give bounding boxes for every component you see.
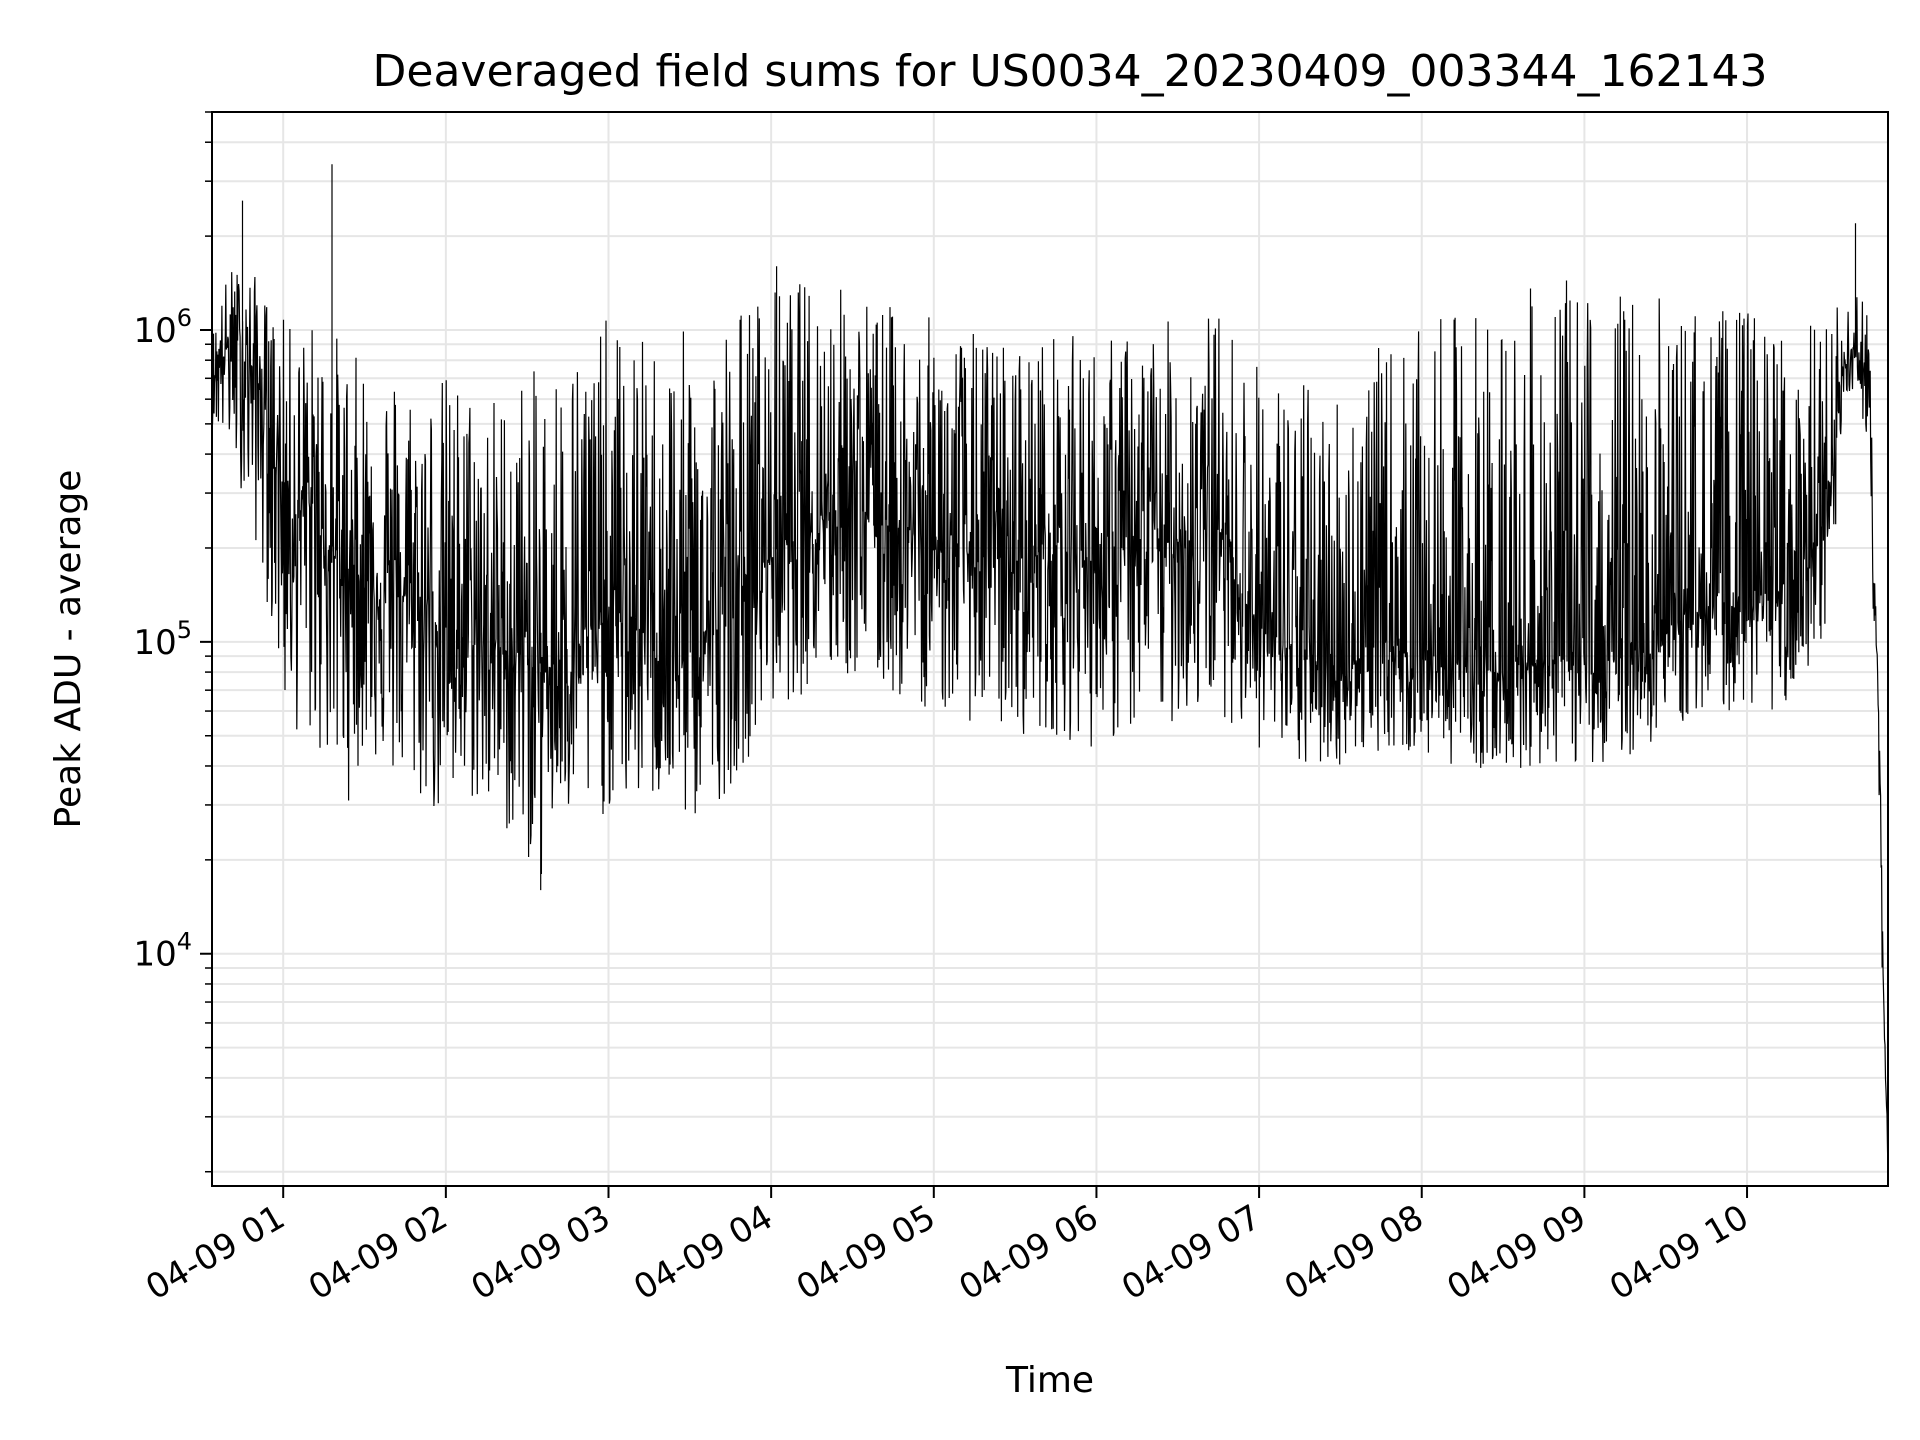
x-axis-label: Time	[1005, 1360, 1094, 1401]
y-axis: 104 105 106	[133, 111, 212, 1173]
y-axis-label: Peak ADU - average	[48, 470, 89, 829]
grid	[212, 111, 1888, 1186]
y-tick-label: 105	[133, 616, 192, 663]
chart-title: Deaveraged field sums for US0034_2023040…	[373, 46, 1768, 97]
series-line	[212, 164, 1888, 1172]
y-tick-label: 104	[133, 928, 192, 975]
y-tick-label: 106	[133, 304, 192, 351]
plot-area	[212, 164, 1888, 1172]
axes-frame	[211, 111, 1889, 1187]
